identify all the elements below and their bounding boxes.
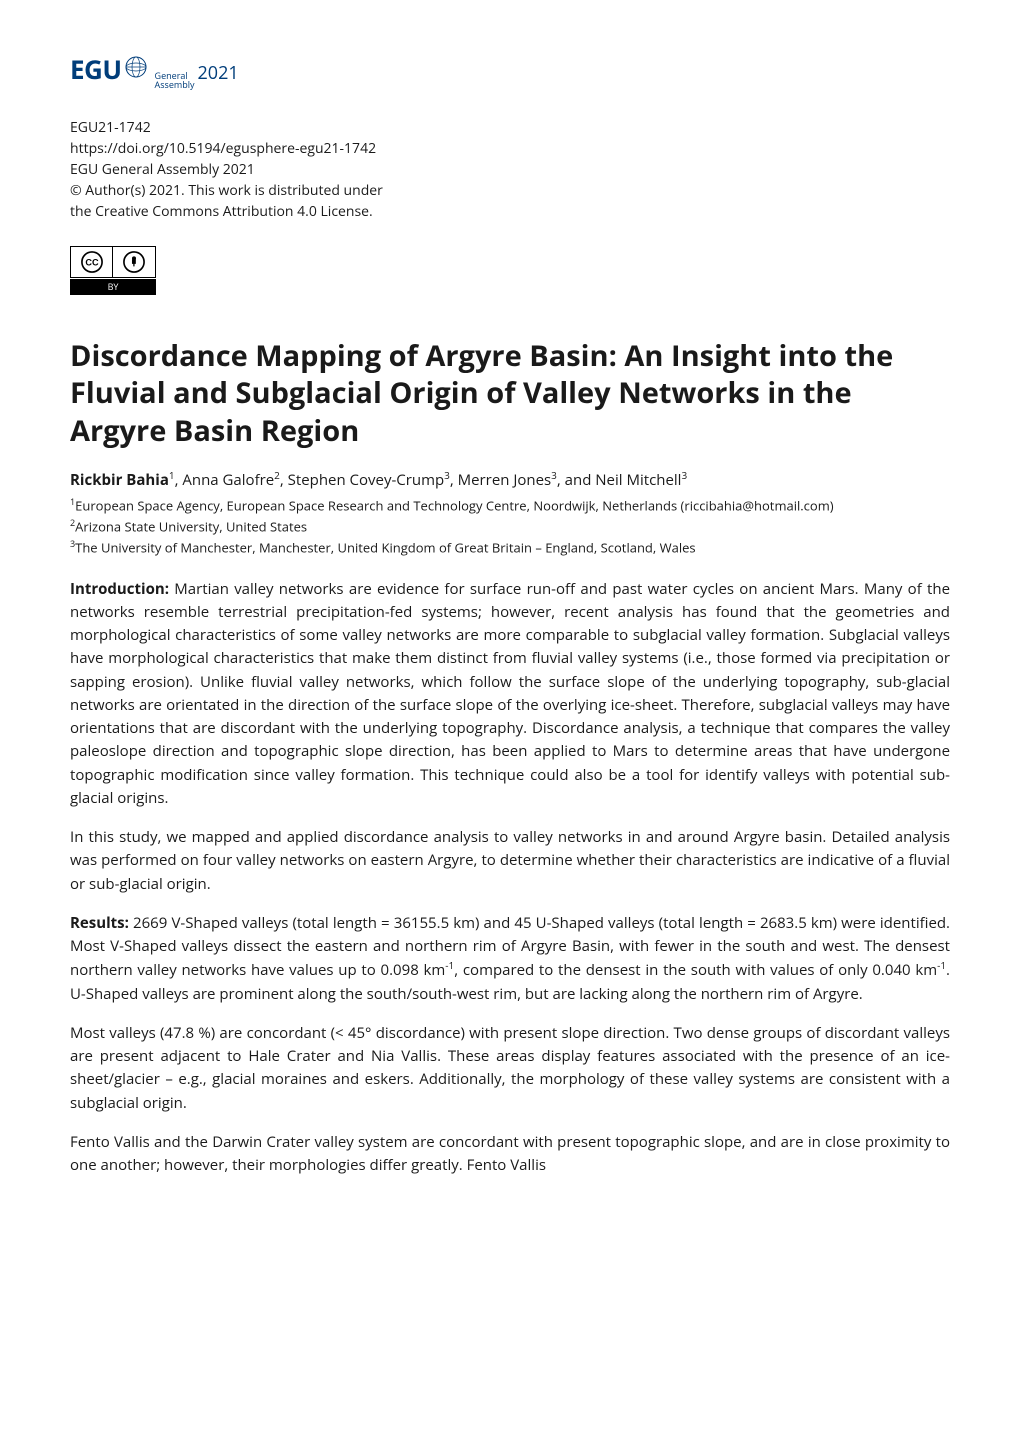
svg-text:CC: CC (85, 258, 99, 268)
conference-name: EGU General Assembly 2021 (70, 159, 950, 180)
cc-icon: CC (71, 247, 113, 277)
logo-assembly-label: Assembly (155, 80, 195, 89)
aff2: Arizona State University, United States (75, 517, 307, 535)
by-label: BY (70, 279, 156, 295)
results-text-2: , compared to the densest in the south w… (454, 960, 937, 980)
intro-text: Martian valley networks are evidence for… (70, 579, 950, 808)
aff1: European Space Agency, European Space Re… (75, 496, 833, 514)
author-2: , Anna Galofre (175, 470, 275, 490)
aff3: The University of Manchester, Manchester… (75, 538, 695, 556)
doi: https://doi.org/10.5194/egusphere-egu21-… (70, 138, 950, 159)
author-3: , Stephen Covey-Crump (280, 470, 444, 490)
logo-brand: EGU (70, 50, 122, 89)
abstract-id: EGU21-1742 (70, 117, 950, 138)
author-list: Rickbir Bahia1, Anna Galofre2, Stephen C… (70, 468, 950, 492)
paragraph-4: Most valleys (47.8 %) are concordant (< … (70, 1022, 950, 1115)
author-5-sup: 3 (681, 468, 687, 482)
copyright: © Author(s) 2021. This work is distribut… (70, 180, 950, 201)
abstract-metadata: EGU21-1742 https://doi.org/10.5194/egusp… (70, 117, 950, 222)
license-line: the Creative Commons Attribution 4.0 Lic… (70, 201, 950, 222)
paragraph-2: In this study, we mapped and applied dis… (70, 826, 950, 896)
logo-year: 2021 (198, 60, 239, 87)
paragraph-5: Fento Vallis and the Darwin Crater valle… (70, 1131, 950, 1178)
by-icon (113, 247, 155, 277)
intro-label: Introduction: (70, 579, 169, 599)
results-label: Results: (70, 913, 129, 933)
results-sup-1: -1 (445, 958, 454, 972)
cc-license-badge: CC BY (70, 246, 950, 295)
conference-logo: EGU General Assembly 2021 (70, 50, 950, 89)
results-sup-2: -1 (937, 958, 946, 972)
logo-sphere-icon (124, 55, 148, 79)
author-4: , Merren Jones (450, 470, 551, 490)
abstract-body: Introduction: Martian valley networks ar… (70, 578, 950, 1178)
abstract-title: Discordance Mapping of Argyre Basin: An … (70, 337, 950, 450)
lead-author: Rickbir Bahia (70, 470, 169, 490)
author-5: , and Neil Mitchell (557, 470, 682, 490)
affiliation-list: 1European Space Agency, European Space R… (70, 495, 950, 557)
